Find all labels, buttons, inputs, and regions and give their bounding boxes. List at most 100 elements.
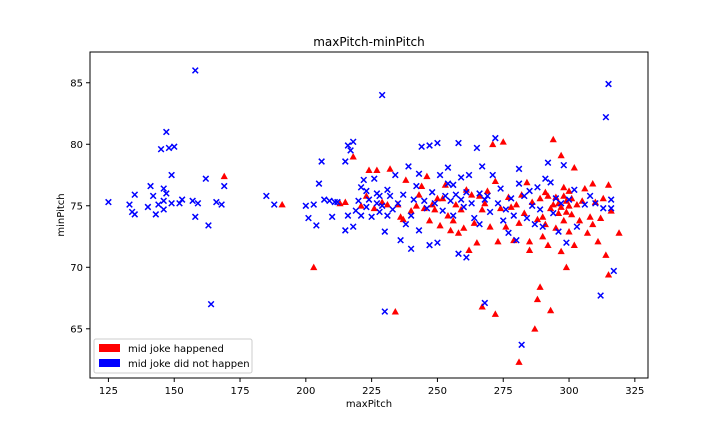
data-point-triangle <box>475 192 484 199</box>
data-point-x <box>162 128 170 136</box>
x-tick-label: 175 <box>230 386 249 397</box>
y-tick-label: 75 <box>70 201 83 212</box>
data-point-x <box>586 192 594 200</box>
data-point-triangle <box>436 221 444 229</box>
data-point-x <box>489 171 497 179</box>
data-point-x <box>302 202 310 210</box>
y-tick-label: 65 <box>70 324 83 335</box>
data-point-triangle <box>560 216 568 224</box>
data-point-triangle <box>491 177 499 185</box>
data-point-triangle <box>544 241 552 249</box>
data-point-x <box>131 191 139 199</box>
data-point-x <box>428 188 436 196</box>
data-point-x <box>160 185 168 192</box>
data-point-x <box>581 201 589 208</box>
data-point-x <box>436 171 444 179</box>
data-point-triangle <box>539 232 547 240</box>
legend: mid joke happened mid joke did not happe… <box>93 338 253 374</box>
data-point-x <box>365 196 373 203</box>
data-point-triangle <box>525 237 534 245</box>
data-point-triangle <box>310 263 318 271</box>
data-point-x <box>494 199 502 207</box>
data-point-x <box>444 180 452 187</box>
data-point-triangle <box>575 216 584 224</box>
data-point-x <box>220 182 228 190</box>
data-point-x <box>397 236 404 244</box>
data-point-triangle <box>383 200 392 208</box>
data-point-triangle <box>362 192 370 199</box>
data-point-x <box>547 179 554 186</box>
data-point-x <box>384 186 391 194</box>
data-point-x <box>386 192 394 200</box>
data-point-x <box>165 144 173 152</box>
data-point-x <box>507 195 515 202</box>
data-point-triangle <box>486 223 494 230</box>
data-point-triangle <box>549 200 557 208</box>
x-tick-label: 300 <box>559 386 578 397</box>
data-point-triangle <box>594 237 602 245</box>
data-point-triangle <box>578 197 586 204</box>
data-point-triangle <box>365 166 373 173</box>
data-point-triangle <box>507 203 515 210</box>
data-point-triangle <box>520 209 528 217</box>
data-point-x <box>534 183 541 191</box>
data-point-triangle <box>557 151 565 159</box>
data-point-x <box>463 254 470 261</box>
data-point-triangle <box>581 184 589 192</box>
data-point-triangle <box>615 229 623 236</box>
data-point-x <box>191 213 199 221</box>
data-point-x <box>444 164 452 171</box>
data-point-x <box>526 187 533 195</box>
data-point-x <box>357 183 365 191</box>
data-point-triangle <box>523 178 531 186</box>
data-point-x <box>407 212 415 219</box>
data-point-triangle <box>586 213 594 220</box>
data-point-triangle <box>349 152 357 160</box>
data-point-x <box>502 206 510 213</box>
data-point-x <box>434 239 441 247</box>
data-point-x <box>528 202 536 210</box>
x-tick-label: 225 <box>362 386 381 397</box>
data-point-x <box>602 113 610 121</box>
data-point-triangle <box>423 172 431 180</box>
y-axis-label: minPitch <box>56 193 67 236</box>
data-point-triangle <box>547 306 555 314</box>
data-point-x <box>170 143 178 151</box>
x-tick-label: 325 <box>625 386 644 397</box>
data-point-x <box>520 192 528 200</box>
y-tick-label: 85 <box>70 78 83 89</box>
data-point-x <box>607 204 615 212</box>
data-point-triangle <box>478 303 486 310</box>
data-point-x <box>492 134 499 142</box>
data-point-x <box>341 158 349 165</box>
data-point-triangle <box>386 165 394 172</box>
data-point-x <box>363 187 370 195</box>
data-point-triangle <box>446 226 455 234</box>
data-point-x <box>513 236 520 244</box>
data-point-triangle <box>481 199 489 207</box>
data-point-x <box>481 299 489 307</box>
data-point-x <box>523 214 531 222</box>
data-point-x <box>518 341 525 349</box>
data-point-x <box>155 201 162 208</box>
data-point-x <box>439 207 447 215</box>
data-point-triangle <box>433 194 442 202</box>
data-point-x <box>270 201 278 208</box>
data-point-x <box>355 197 362 205</box>
data-point-x <box>349 223 357 231</box>
data-point-x <box>378 91 386 99</box>
data-point-triangle <box>570 241 578 249</box>
data-point-triangle <box>336 199 344 207</box>
data-point-triangle <box>515 219 523 226</box>
data-point-x <box>213 198 220 206</box>
data-point-x <box>515 180 523 187</box>
data-point-x <box>344 212 352 219</box>
data-point-triangle <box>533 215 542 223</box>
data-point-triangle <box>412 202 420 209</box>
data-point-x <box>399 191 407 199</box>
data-point-x <box>478 163 486 170</box>
data-point-x <box>552 195 560 202</box>
x-tick-label: 250 <box>428 386 447 397</box>
data-point-x <box>341 227 349 234</box>
